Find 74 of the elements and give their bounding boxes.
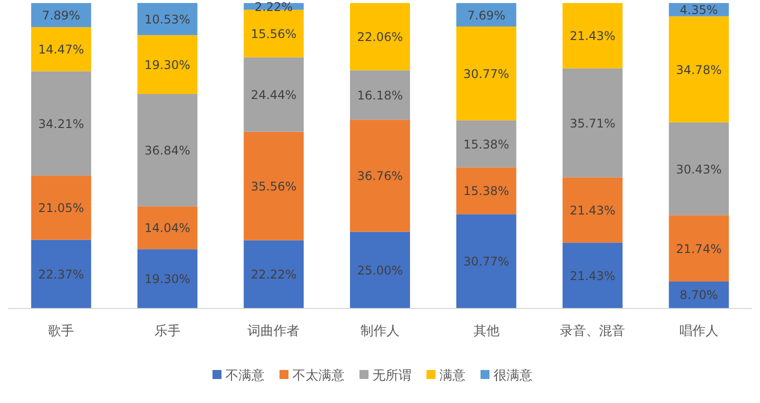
data-label: 36.76% (357, 169, 403, 184)
bar (562, 68, 623, 178)
data-label: 15.56% (250, 27, 297, 42)
bar (31, 71, 92, 176)
data-label: 24.44% (250, 88, 297, 102)
bar (456, 214, 516, 308)
bar (244, 57, 304, 132)
data-label: 10.53% (144, 12, 190, 27)
data-label: 35.71% (570, 116, 616, 130)
data-label: 21.05% (38, 201, 84, 216)
data-label: 35.56% (250, 180, 297, 194)
bar (244, 132, 304, 240)
data-label: 30.43% (676, 162, 722, 176)
bar (350, 70, 410, 120)
bar (668, 281, 729, 308)
data-label: 30.77% (463, 66, 510, 81)
data-label: 15.38% (463, 184, 510, 198)
bar (562, 242, 623, 308)
bar (456, 26, 516, 120)
data-label: 16.18% (357, 88, 403, 102)
x-tick-label: 制作人 (360, 324, 400, 339)
data-label: 34.78% (676, 62, 722, 77)
bar (137, 3, 198, 36)
bar (350, 120, 410, 232)
legend-label: 很满意 (494, 368, 532, 384)
legend-label: 满意 (440, 368, 466, 384)
x-tick-label: 录音、混音 (560, 324, 626, 339)
data-label: 21.43% (570, 29, 616, 44)
x-tick-label: 其他 (473, 324, 500, 339)
data-label: 8.70% (680, 288, 718, 302)
data-label: 19.30% (144, 58, 190, 72)
bar (137, 206, 198, 250)
bar (137, 249, 198, 308)
bar (668, 122, 729, 216)
data-label: 22.37% (38, 267, 84, 282)
bar (31, 240, 92, 308)
data-label: 7.69% (467, 8, 506, 22)
legend-label: 不满意 (226, 368, 264, 384)
data-label: 14.47% (38, 42, 84, 57)
data-label: 14.04% (144, 221, 190, 236)
x-tick-label: 乐手 (154, 324, 180, 339)
bar (350, 3, 410, 70)
bar (668, 16, 729, 122)
data-label: 19.30% (144, 272, 190, 286)
bar (244, 240, 304, 308)
bar (31, 27, 92, 72)
data-label: 7.89% (42, 8, 80, 23)
data-label: 15.38% (463, 137, 510, 152)
bar (668, 215, 729, 282)
data-label: 34.21% (38, 116, 84, 131)
bar (350, 232, 410, 308)
bar (456, 120, 516, 168)
legend-label: 无所谓 (372, 368, 412, 384)
x-tick-label: 词曲作者 (248, 324, 300, 339)
bar (244, 10, 304, 58)
data-label: 4.35% (680, 3, 718, 18)
bar (562, 177, 623, 243)
data-label: 25.00% (357, 263, 403, 278)
bar (137, 94, 198, 206)
data-label: 21.43% (570, 203, 616, 218)
data-label: 30.77% (463, 254, 510, 269)
bar (562, 3, 623, 68)
data-label: 36.84% (144, 144, 190, 158)
x-tick-label: 歌手 (48, 324, 74, 339)
data-label: 22.06% (357, 30, 403, 44)
bar (456, 3, 516, 27)
legend-label: 不太满意 (292, 368, 344, 384)
data-label: 21.43% (570, 268, 616, 283)
data-label: 21.74% (676, 242, 722, 256)
bar (31, 176, 92, 240)
bar (456, 167, 516, 214)
x-tick-label: 唱作人 (679, 324, 718, 339)
data-label: 22.22% (250, 268, 297, 282)
bar (137, 35, 198, 94)
